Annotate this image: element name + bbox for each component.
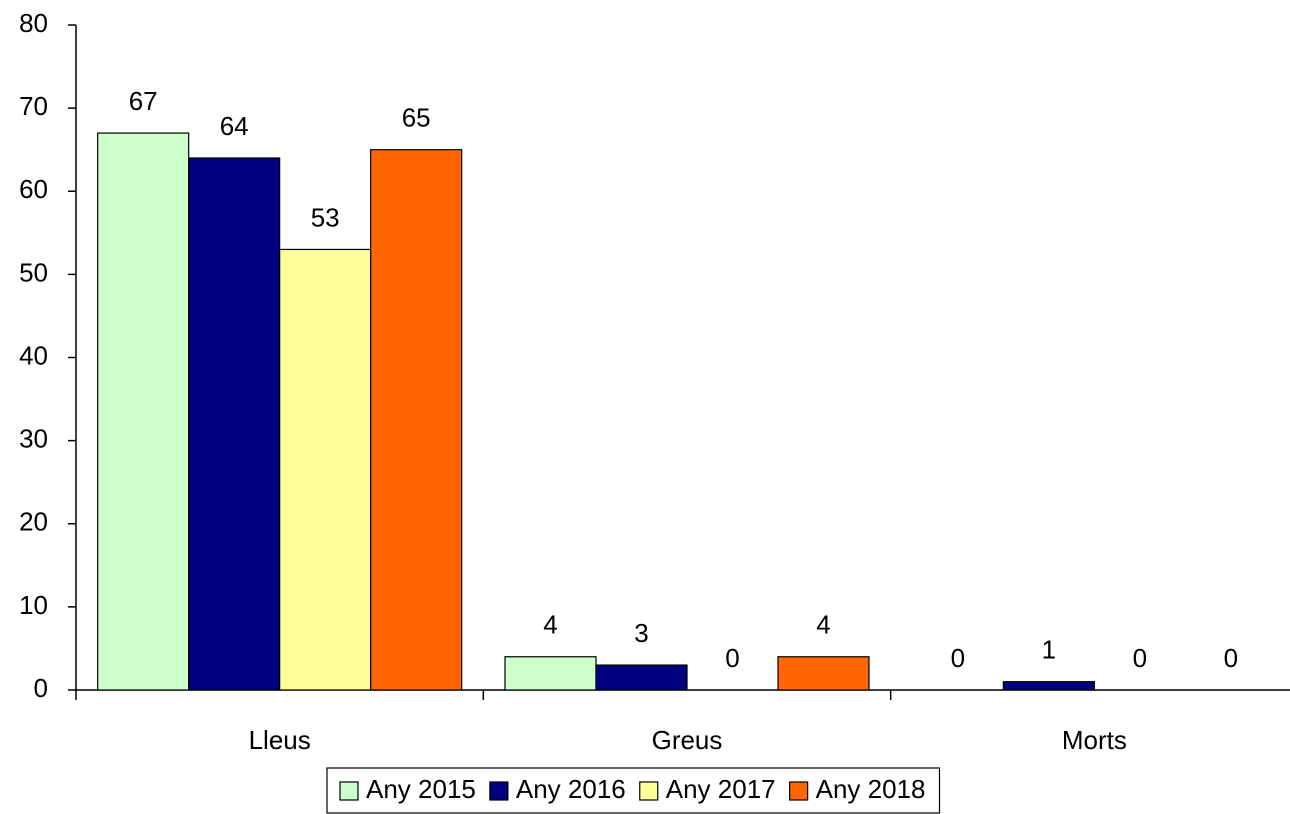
data-label: 1 — [1042, 635, 1056, 665]
bar — [1002, 681, 1095, 691]
data-label: 0 — [951, 643, 965, 673]
legend-swatch — [339, 781, 359, 801]
y-tick-label: 50 — [19, 257, 48, 287]
legend-label: Any 2017 — [666, 774, 776, 804]
legend-swatch — [639, 781, 659, 801]
data-label: 4 — [816, 610, 830, 640]
y-tick-label: 10 — [19, 590, 48, 620]
data-label: 0 — [725, 643, 739, 673]
data-label: 0 — [1133, 643, 1147, 673]
x-tick-label: Morts — [1062, 725, 1127, 755]
legend-label: Any 2015 — [366, 774, 476, 804]
bar — [777, 656, 870, 691]
data-label: 67 — [129, 86, 158, 116]
y-tick-label: 40 — [19, 340, 48, 370]
data-label: 53 — [311, 202, 340, 232]
bar — [188, 157, 281, 691]
y-tick-label: 60 — [19, 174, 48, 204]
legend-swatch — [489, 781, 509, 801]
x-tick-label: Greus — [652, 725, 723, 755]
bar — [97, 132, 190, 691]
bar — [279, 248, 372, 691]
data-label: 64 — [220, 111, 249, 141]
y-tick-label: 20 — [19, 507, 48, 537]
bar — [595, 664, 688, 691]
legend: Any 2015 Any 2016 Any 2017 Any 2018 — [326, 767, 941, 814]
legend-label: Any 2016 — [516, 774, 626, 804]
data-label: 0 — [1224, 643, 1238, 673]
legend-label: Any 2018 — [816, 774, 926, 804]
legend-box — [326, 767, 941, 814]
y-tick-label: 0 — [34, 673, 48, 703]
data-label: 4 — [543, 610, 557, 640]
y-tick-label: 30 — [19, 424, 48, 454]
y-tick-label: 70 — [19, 91, 48, 121]
bar — [370, 149, 463, 691]
bar — [504, 656, 597, 691]
data-label: 65 — [402, 103, 431, 133]
x-tick-label: Lleus — [249, 725, 311, 755]
data-label: 3 — [634, 618, 648, 648]
legend-swatch — [789, 781, 809, 801]
y-tick-label: 80 — [19, 8, 48, 38]
